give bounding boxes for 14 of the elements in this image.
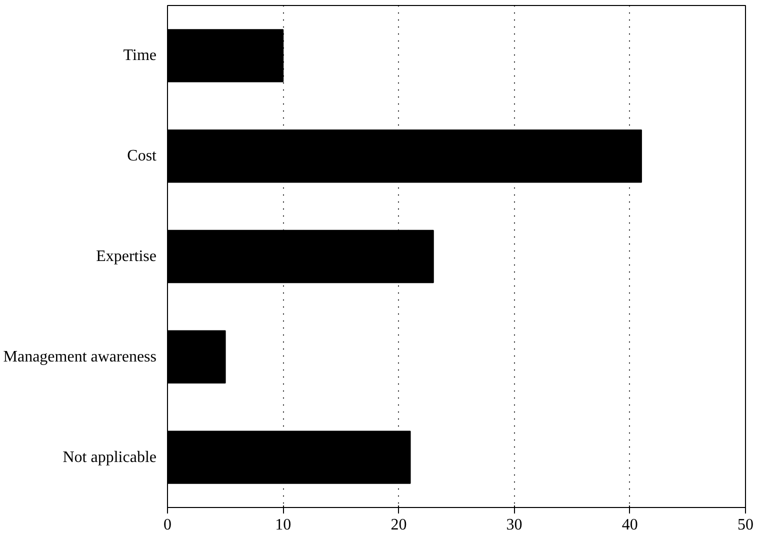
x-tick-label: 40 (622, 516, 638, 534)
x-tick-label: 30 (506, 516, 522, 534)
y-tick-label: Management awareness (3, 348, 156, 366)
x-tick-label: 50 (738, 516, 754, 534)
x-tick-label: 10 (275, 516, 292, 534)
y-tick-label: Cost (127, 148, 158, 165)
y-tick-label: Not applicable (62, 448, 157, 466)
bar (168, 330, 226, 384)
x-tick-label: 20 (390, 516, 407, 534)
bar (168, 129, 642, 183)
bar (168, 430, 411, 484)
y-tick-label: Time (123, 47, 156, 64)
x-tick-label: 0 (164, 516, 172, 534)
y-tick-label: Expertise (96, 248, 156, 265)
